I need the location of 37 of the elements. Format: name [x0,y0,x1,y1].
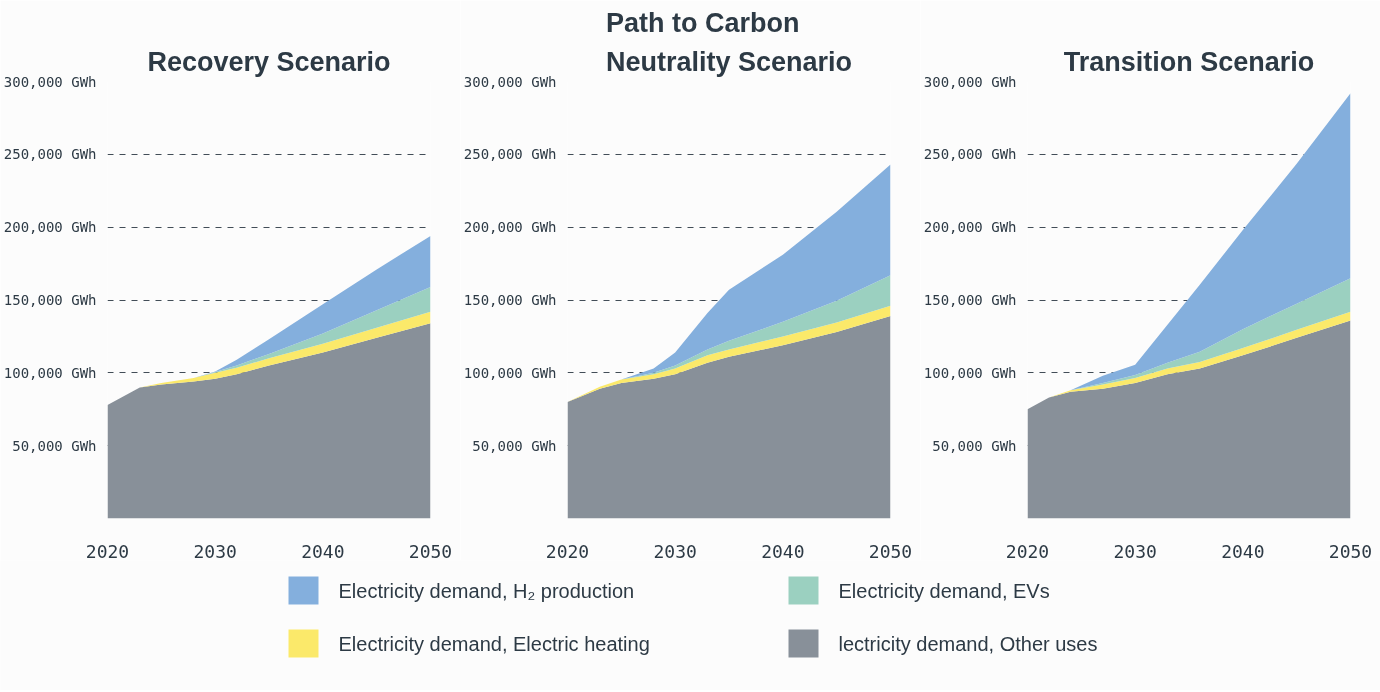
y-tick-label: 250,000 GWh [923,146,1017,163]
x-tick-label: 2040 [1221,540,1265,562]
y-tick-label: 300,000 GWh [3,73,97,90]
x-tick-label: 2030 [193,540,237,562]
legend-label: Electricity demand, Electric heating [338,632,650,655]
x-tick-label: 2050 [1328,540,1373,562]
y-tick-label: 200,000 GWh [3,219,97,236]
x-tick-label: 2050 [408,540,453,562]
y-tick-label: 50,000 GWh [12,437,97,454]
x-tick-label: 2050 [868,540,913,562]
chart-title: Recovery Scenario [147,46,391,77]
x-tick-label: 2040 [761,540,805,562]
x-tick-label: 2030 [653,540,697,562]
y-tick-label: 100,000 GWh [3,364,97,381]
y-tick-label: 250,000 GWh [463,146,557,163]
x-tick-label: 2040 [301,540,345,562]
x-tick-label: 2030 [1113,540,1157,562]
y-tick-label: 300,000 GWh [923,73,1017,90]
legend-label: Electricity demand, EVs [838,579,1050,602]
y-tick-label: 200,000 GWh [463,219,557,236]
y-tick-label: 50,000 GWh [932,437,1017,454]
y-tick-label: 250,000 GWh [3,146,97,163]
legend-label: Electricity demand, H₂ production [338,579,635,602]
chart-title: Transition Scenario [1063,46,1315,77]
y-tick-label: 100,000 GWh [463,364,557,381]
y-tick-label: 150,000 GWh [923,292,1017,308]
legend-label: lectricity demand, Other uses [838,632,1098,655]
x-tick-label: 2020 [545,540,590,562]
y-tick-label: 150,000 GWh [463,292,557,308]
y-tick-label: 50,000 GWh [472,437,557,454]
y-tick-label: 100,000 GWh [923,364,1017,381]
x-tick-label: 2020 [1005,540,1050,562]
y-tick-label: 300,000 GWh [463,73,557,90]
y-tick-label: 150,000 GWh [3,292,97,308]
x-tick-label: 2020 [85,540,130,562]
chart-title: Path to Carbon Neutrality Scenario [605,7,853,77]
y-tick-label: 200,000 GWh [923,219,1017,236]
